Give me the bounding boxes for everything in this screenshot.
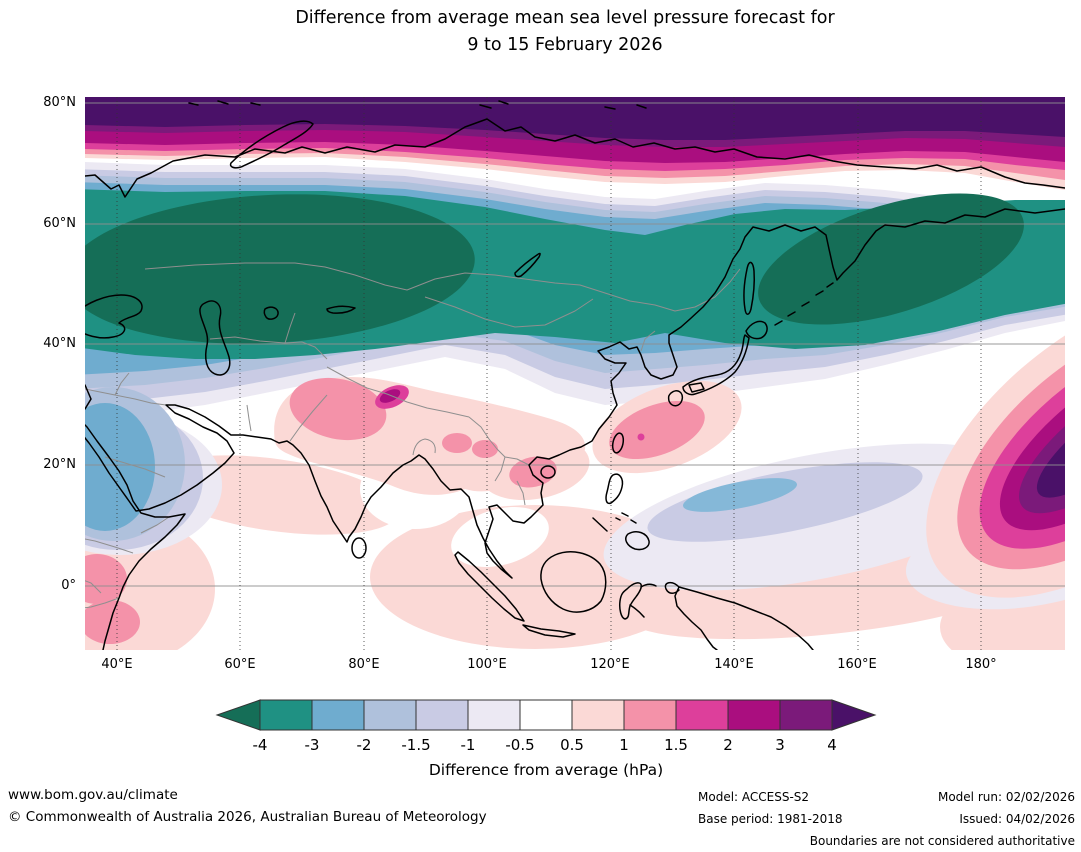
colorbar-segment [727, 699, 781, 731]
footer-issued: Issued: 04/02/2026 [959, 812, 1075, 826]
colorbar-tick-label: -4 [253, 736, 268, 754]
colorbar-segment [623, 699, 677, 731]
colorbar-tick-label: 3 [775, 736, 785, 754]
colorbar-tick-label: -1.5 [401, 736, 430, 754]
colorbar-axis-label: Difference from average (hPa) [429, 761, 663, 779]
colorbar-tick-label: 0.5 [560, 736, 584, 754]
footer-model-run: Model run: 02/02/2026 [937, 790, 1075, 804]
lon-tick-label: 40°E [101, 657, 133, 672]
lon-tick-label: 100°E [467, 657, 507, 672]
nw-pacific-positive-anomaly [926, 286, 1065, 598]
colorbar-tick-label: -0.5 [505, 736, 534, 754]
colorbar-tick-label: 2 [723, 736, 733, 754]
colorbar-segment [571, 699, 625, 731]
lon-tick-label: 160°E [837, 657, 877, 672]
colorbar-tick-label: -3 [305, 736, 320, 754]
colorbar-segment [519, 699, 573, 731]
colorbar-segment [415, 699, 469, 731]
colorbar-tick-label: -2 [357, 736, 372, 754]
lon-tick-label: 140°E [714, 657, 754, 672]
colorbar-segment [467, 699, 521, 731]
colorbar-tick-label: -1 [461, 736, 476, 754]
colorbar: -4 -3 -2 -1.5 -1 -0.5 0.5 1 1.5 2 3 4 Difference fro… [215, 699, 877, 779]
lat-tick-label: 0° [61, 578, 76, 593]
chart-title-line2: 9 to 15 February 2026 [467, 35, 663, 55]
lon-tick-label: 60°E [224, 657, 256, 672]
footer-copyright: © Commonwealth of Australia 2026, Austra… [8, 809, 487, 825]
country-borders [85, 262, 741, 609]
lat-tick-label: 80°N [43, 95, 76, 110]
colorbar-under-arrow [215, 699, 261, 731]
arctic-positive-anomaly-band [85, 97, 1065, 190]
lon-tick-label: 80°E [348, 657, 380, 672]
footer-disclaimer: Boundaries are not considered authoritat… [809, 834, 1075, 848]
colorbar-over-arrow [831, 699, 877, 731]
colorbar-tick-label: 1.5 [664, 736, 688, 754]
lat-tick-label: 20°N [43, 457, 76, 472]
map-canvas [85, 97, 1065, 650]
red-sea-negative-tongue [85, 387, 222, 555]
colorbar-tick-label: 4 [827, 736, 837, 754]
pressure-anomaly-map [85, 97, 1065, 650]
chart-title: Difference from average mean sea level p… [65, 5, 1065, 59]
footer-left: www.bom.gov.au/climate © Commonwealth of… [8, 784, 487, 828]
lon-tick-label: 180° [965, 657, 997, 672]
colorbar-segment [675, 699, 729, 731]
chart-title-line1: Difference from average mean sea level p… [295, 8, 835, 28]
graticule [85, 97, 1065, 650]
colorbar-segment [363, 699, 417, 731]
footer-model: Model: ACCESS-S2 [698, 790, 810, 804]
colorbar-segment [779, 699, 833, 731]
colorbar-segment [259, 699, 313, 731]
colorbar-tick-label: 1 [619, 736, 629, 754]
coastlines [85, 100, 1065, 650]
lat-tick-label: 60°N [43, 216, 76, 231]
footer-base-period: Base period: 1981-2018 [698, 812, 843, 826]
lon-tick-label: 120°E [590, 657, 630, 672]
footer-right: Model: ACCESS-S2 Model run: 02/02/2026 B… [698, 786, 1075, 852]
footer-url: www.bom.gov.au/climate [8, 787, 178, 803]
colorbar-segment [311, 699, 365, 731]
lat-tick-label: 40°N [43, 336, 76, 351]
